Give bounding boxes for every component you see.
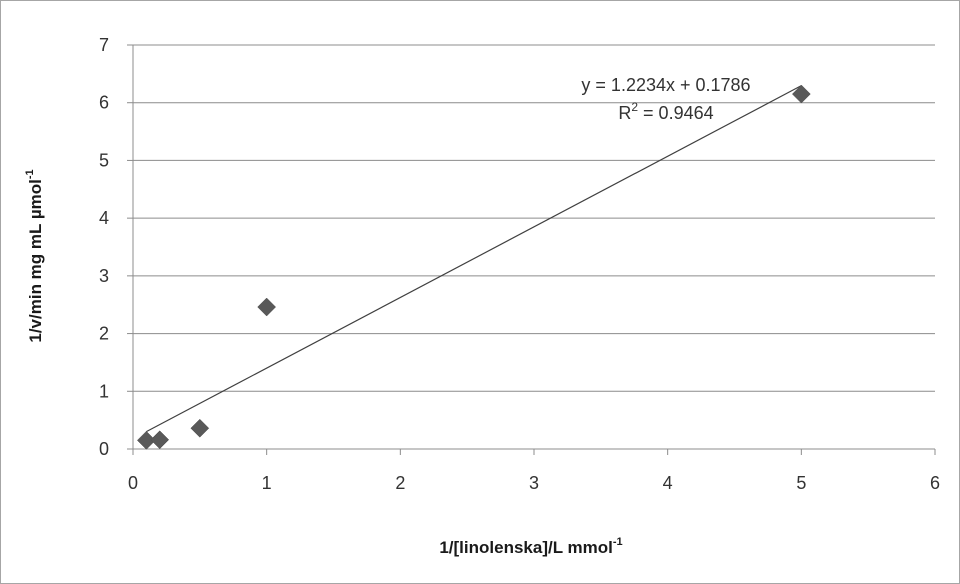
gridlines xyxy=(133,44,935,392)
data-point xyxy=(791,84,811,104)
trendline-group xyxy=(146,85,802,433)
data-point xyxy=(150,430,170,450)
y-tick-label: 3 xyxy=(99,266,109,286)
x-axis-title: 1/[linolenska]/L mmol-1 xyxy=(439,536,622,557)
y-tick-label: 6 xyxy=(99,93,109,113)
trendline-equation: y = 1.2234x + 0.1786 xyxy=(581,75,750,95)
y-tick-labels: 0 1 2 3 4 5 6 7 xyxy=(99,35,109,459)
y-tick-label: 5 xyxy=(99,150,109,170)
data-point xyxy=(190,418,210,438)
r2-superscript: 2 xyxy=(631,100,638,114)
x-tick-label: 1 xyxy=(262,473,272,493)
x-tick-labels: 0 1 2 3 4 5 6 xyxy=(128,473,940,493)
x-tick-label: 5 xyxy=(796,473,806,493)
r2-value: = 0.9464 xyxy=(638,103,714,123)
data-point xyxy=(137,430,156,450)
y-tick-label: 1 xyxy=(99,381,109,401)
data-point xyxy=(257,297,277,317)
trendline-r-squared: R2 = 0.9464 xyxy=(618,100,713,123)
axes xyxy=(127,44,936,455)
x-tick-label: 3 xyxy=(529,473,539,493)
r2-label: R xyxy=(618,103,631,123)
x-axis-title-superscript: -1 xyxy=(613,536,623,548)
x-tick-label: 2 xyxy=(395,473,405,493)
x-axis-title-main: 1/[linolenska]/L mmol xyxy=(439,538,613,557)
trendline xyxy=(146,85,802,433)
y-axis-title-superscript: -1 xyxy=(24,169,36,179)
x-tick-label: 4 xyxy=(663,473,673,493)
data-points xyxy=(137,84,811,450)
x-tick-label: 0 xyxy=(128,473,138,493)
y-axis-title: 1/v/min mg mL µmol-1 xyxy=(24,169,45,342)
y-tick-label: 7 xyxy=(99,35,109,55)
y-tick-label: 4 xyxy=(99,208,109,228)
y-axis-title-main: 1/v/min mg mL µmol xyxy=(26,179,45,342)
y-tick-label: 2 xyxy=(99,324,109,344)
x-tick-label: 6 xyxy=(930,473,940,493)
y-tick-label: 0 xyxy=(99,439,109,459)
